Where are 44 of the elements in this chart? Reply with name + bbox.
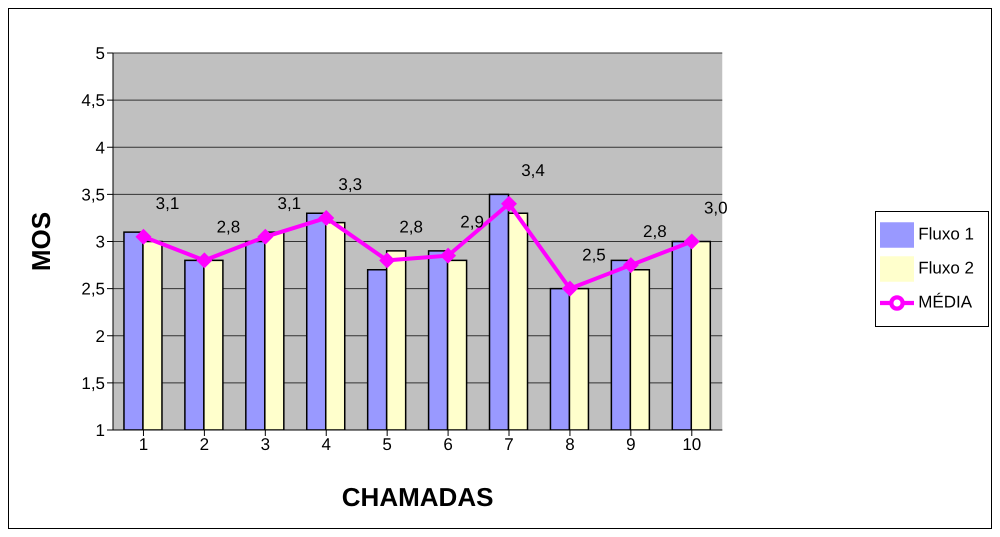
x-tick-label: 2 [200, 435, 210, 454]
y-tick-label: 3,5 [81, 185, 105, 204]
y-axis-title: MOS [26, 212, 56, 272]
x-tick-label: 4 [322, 435, 331, 454]
point [440, 248, 456, 264]
y-tick-label: 2 [96, 326, 105, 346]
point [501, 196, 518, 212]
data-label: 3,0 [704, 198, 728, 218]
point [135, 228, 152, 245]
point [196, 252, 212, 268]
x-tick-label: 9 [626, 435, 636, 454]
data-label: 2,9 [460, 212, 484, 232]
y-tick-label: 4,5 [81, 91, 105, 110]
x-axis-title: CHAMADAS [342, 482, 494, 512]
data-label: 2,5 [582, 246, 606, 265]
data-label: 2,8 [216, 217, 240, 236]
data-label: 3,1 [277, 194, 302, 213]
legend-label: MÉDIA [918, 292, 972, 311]
point [684, 234, 700, 250]
y-tick-label: 3 [96, 232, 105, 252]
y-tick-label: 2,5 [81, 280, 105, 299]
y-tick-label: 4 [96, 138, 105, 158]
data-label: 3,1 [156, 194, 180, 213]
x-tick-label: 7 [504, 435, 514, 454]
legend-label: Fluxo 2 [918, 258, 974, 277]
x-tick-label: 5 [382, 435, 392, 454]
x-tick-label: 3 [260, 435, 270, 454]
legend-label: Fluxo 1 [918, 224, 974, 243]
data-label: 3,3 [338, 174, 362, 194]
data-label: 2,8 [399, 217, 423, 236]
point [379, 252, 396, 268]
y-tick-label: 5 [96, 44, 105, 64]
data-label: 3,4 [521, 160, 545, 180]
point [318, 210, 334, 226]
y-tick-label: 1 [96, 421, 105, 440]
x-tick-label: 10 [682, 435, 702, 454]
point [562, 280, 578, 297]
point [622, 257, 639, 274]
data-label: 2,8 [643, 222, 667, 242]
x-tick-label: 8 [565, 435, 575, 454]
x-tick-label: 6 [443, 435, 453, 454]
point [257, 228, 274, 245]
x-tick-label: 1 [138, 435, 148, 454]
y-tick-label: 1,5 [81, 374, 105, 393]
